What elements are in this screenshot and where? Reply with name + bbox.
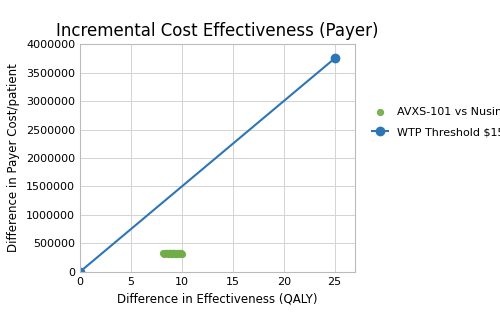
Legend: AVXS-101 vs Nusinersen, WTP Threshold $150,000: AVXS-101 vs Nusinersen, WTP Threshold $1… bbox=[372, 107, 500, 137]
AVXS-101 vs Nusinersen bbox=[174, 250, 182, 255]
AVXS-101 vs Nusinersen bbox=[158, 251, 166, 256]
AVXS-101 vs Nusinersen bbox=[177, 251, 185, 256]
AVXS-101 vs Nusinersen bbox=[168, 251, 175, 256]
AVXS-101 vs Nusinersen bbox=[166, 251, 173, 256]
AVXS-101 vs Nusinersen bbox=[173, 251, 181, 256]
AVXS-101 vs Nusinersen bbox=[170, 251, 178, 256]
AVXS-101 vs Nusinersen bbox=[170, 250, 177, 255]
AVXS-101 vs Nusinersen bbox=[175, 251, 183, 256]
AVXS-101 vs Nusinersen bbox=[160, 251, 168, 256]
AVXS-101 vs Nusinersen bbox=[162, 251, 170, 256]
AVXS-101 vs Nusinersen bbox=[162, 251, 170, 256]
AVXS-101 vs Nusinersen bbox=[164, 250, 172, 255]
Y-axis label: Difference in Payer Cost/patient: Difference in Payer Cost/patient bbox=[8, 64, 20, 252]
AVXS-101 vs Nusinersen bbox=[178, 251, 186, 256]
X-axis label: Difference in Effectiveness (QALY): Difference in Effectiveness (QALY) bbox=[118, 292, 318, 305]
AVXS-101 vs Nusinersen bbox=[166, 251, 173, 256]
AVXS-101 vs Nusinersen bbox=[164, 251, 172, 256]
AVXS-101 vs Nusinersen bbox=[168, 251, 175, 256]
AVXS-101 vs Nusinersen bbox=[168, 251, 176, 256]
AVXS-101 vs Nusinersen bbox=[170, 251, 177, 256]
AVXS-101 vs Nusinersen bbox=[160, 251, 168, 256]
AVXS-101 vs Nusinersen bbox=[166, 251, 174, 256]
AVXS-101 vs Nusinersen bbox=[172, 251, 179, 256]
AVXS-101 vs Nusinersen bbox=[176, 251, 184, 256]
Title: Incremental Cost Effectiveness (Payer): Incremental Cost Effectiveness (Payer) bbox=[56, 22, 379, 40]
